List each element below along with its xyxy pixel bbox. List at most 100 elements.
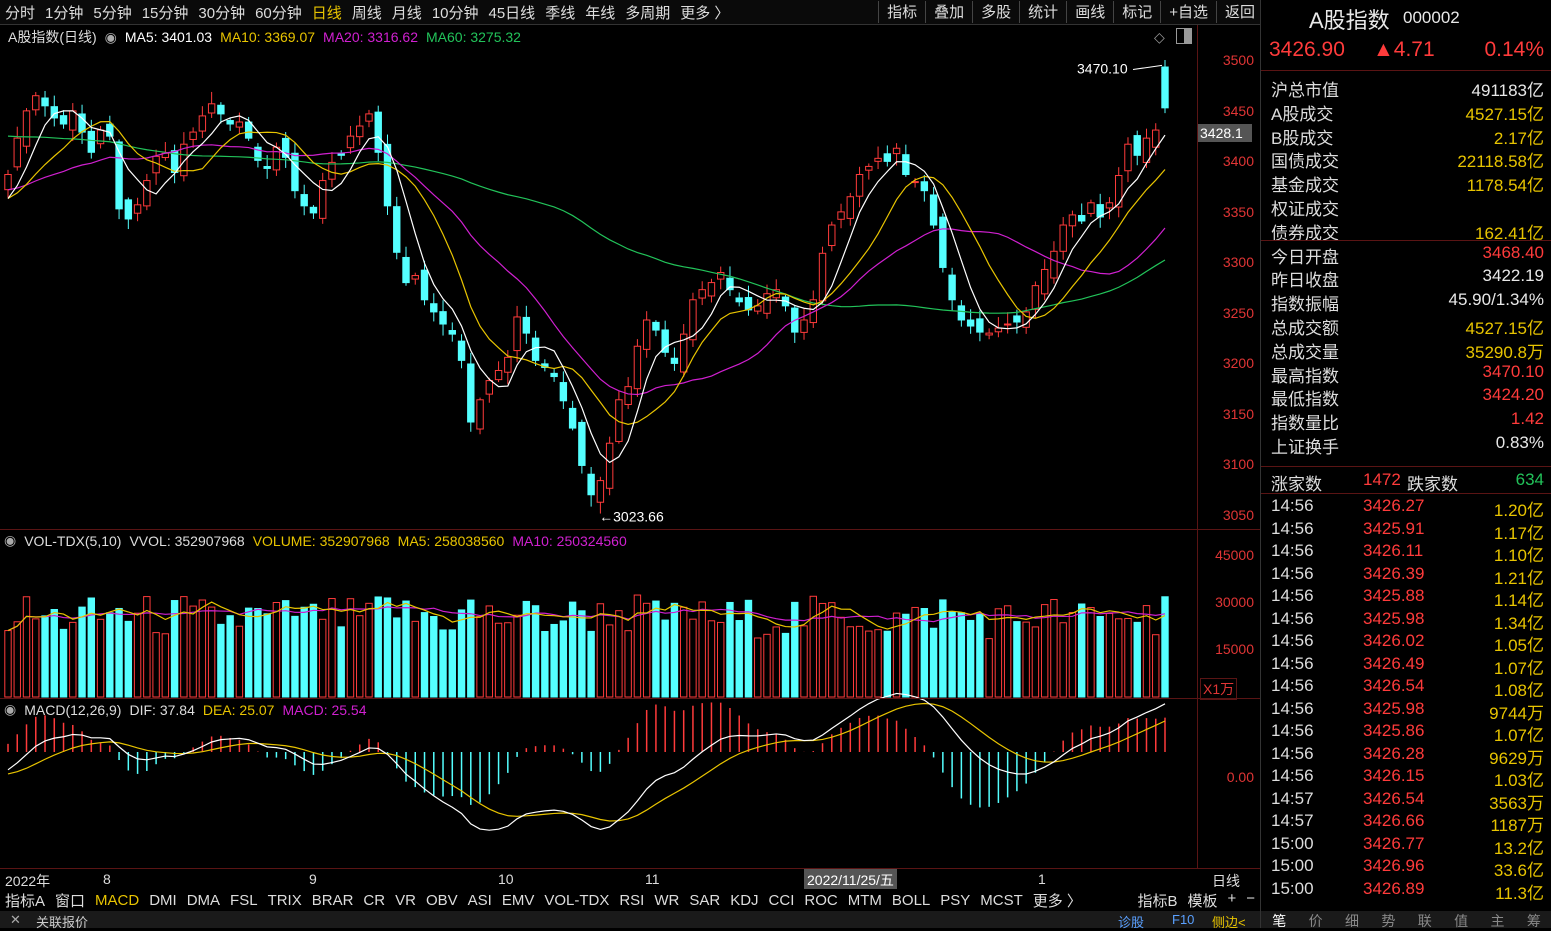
tick-price: 3426.96	[1363, 856, 1425, 875]
indicator-tab[interactable]: PSY	[940, 891, 971, 909]
volume-bar	[707, 620, 716, 698]
indicator-tab[interactable]: SAR	[689, 891, 721, 909]
quote-tab[interactable]: 筹	[1526, 913, 1541, 929]
indicator-tab[interactable]: CR	[363, 891, 386, 909]
tick-volume: 1.14亿	[1493, 591, 1544, 610]
legend-toggle-icon[interactable]: ◉	[4, 532, 17, 548]
volume-bar	[226, 615, 234, 698]
linked-quote-label[interactable]: 关联报价	[36, 915, 89, 930]
f10-link[interactable]: F10	[1172, 912, 1195, 927]
volume-bar	[235, 625, 244, 698]
period-tab[interactable]: 月线	[391, 4, 422, 22]
legend-toggle-icon[interactable]: ◉	[104, 28, 117, 45]
quote-stat-row: 最高指数 3470.10	[1261, 362, 1551, 386]
quote-stat-row: 最低指数 3424.20	[1261, 385, 1551, 409]
toolbar-button[interactable]: 多股	[981, 4, 1012, 21]
indicator-tab[interactable]: CCI	[768, 891, 795, 909]
indicator-tab[interactable]: EMV	[501, 891, 535, 909]
indicator-tab[interactable]: OBV	[425, 891, 458, 909]
period-tab[interactable]: 45日线	[488, 4, 536, 22]
indicator-tab[interactable]: ROC	[804, 891, 838, 909]
toolbar-button[interactable]: 画线	[1075, 4, 1106, 21]
indicator-group-tab[interactable]: 指标A	[5, 892, 46, 910]
period-tab[interactable]: 60分钟	[255, 4, 302, 22]
indicator-tab[interactable]: MACD	[95, 891, 140, 909]
status-bar: ✕ 关联报价 诊股 F10 侧边<	[0, 911, 1551, 930]
indicator-tab[interactable]: KDJ	[730, 891, 759, 909]
toolbar-button[interactable]: 返回	[1224, 4, 1255, 21]
volume-bar	[254, 608, 262, 698]
panel-toggle-icon[interactable]	[1176, 28, 1192, 44]
quote-tab[interactable]: 联	[1417, 913, 1432, 929]
period-tab[interactable]: 更多 〉	[680, 4, 730, 22]
indicator-tool-button[interactable]: −	[1246, 889, 1255, 907]
candle-body	[1096, 204, 1104, 218]
stat-value: 3470.10	[1482, 361, 1544, 381]
period-tab[interactable]: 30分钟	[198, 4, 246, 22]
stat-value: 0.83%	[1495, 433, 1544, 452]
vol-ma5-value: MA5: 258038560	[397, 532, 505, 549]
stat-label: 今日开盘	[1271, 247, 1339, 267]
period-tab[interactable]: 周线	[351, 4, 382, 22]
quote-tab[interactable]: 势	[1381, 913, 1396, 929]
toolbar-button[interactable]: 统计	[1028, 4, 1059, 21]
period-tab[interactable]: 年线	[585, 4, 616, 22]
stat-label: 最低指数	[1271, 390, 1339, 410]
legend-toggle-icon[interactable]: ◉	[4, 701, 17, 717]
candle-body	[1105, 202, 1114, 209]
period-tab[interactable]: 日线	[311, 4, 342, 22]
volume-bar	[1087, 607, 1095, 698]
indicator-tool-button[interactable]: 模板	[1187, 892, 1218, 910]
indicator-tool-button[interactable]: +	[1227, 889, 1237, 907]
toolbar-button[interactable]: +自选	[1169, 4, 1208, 21]
period-tab[interactable]: 多周期	[625, 4, 671, 22]
diamond-icon[interactable]: ◇	[1154, 29, 1165, 45]
period-tab[interactable]: 10分钟	[431, 4, 479, 22]
sidebar-toggle[interactable]: 侧边<	[1212, 915, 1246, 930]
period-tab[interactable]: 1分钟	[45, 4, 84, 22]
tick-time: 14:56	[1271, 608, 1314, 628]
indicator-tab[interactable]: MTM	[847, 891, 882, 909]
indicator-tab[interactable]: TRIX	[267, 891, 302, 909]
tick-time: 14:56	[1271, 766, 1314, 785]
indicator-tab[interactable]: 更多 〉	[1032, 892, 1082, 910]
period-tab[interactable]: 5分钟	[93, 4, 132, 22]
volume-bar	[263, 613, 271, 698]
indicator-tab[interactable]: ASI	[467, 891, 492, 909]
quote-tab[interactable]: 细	[1344, 913, 1359, 929]
indicator-group-tab[interactable]: 窗口	[55, 892, 86, 910]
indicator-tab[interactable]: DMI	[149, 891, 177, 909]
indicator-tabbar: 指标A 窗口 MACD DMI DMA FSL TRIX BRAR CR VR OBV ASI EMV V…	[0, 889, 1260, 911]
quote-tab[interactable]: 值	[1454, 913, 1469, 929]
volume-bar	[735, 620, 743, 698]
tick-row: 14:57 3426.54 3563万	[1261, 789, 1551, 813]
price-tick: 3400	[1222, 153, 1254, 170]
period-tab[interactable]: 15分钟	[141, 4, 189, 22]
indicator-tab[interactable]: RSI	[619, 891, 645, 909]
indicator-tab[interactable]: VOL-TDX	[544, 891, 610, 909]
quote-tab[interactable]: 主	[1490, 913, 1505, 929]
toolbar-button[interactable]: 指标	[887, 4, 918, 21]
indicator-tab[interactable]: WR	[654, 891, 680, 909]
toolbar-button[interactable]: 标记	[1122, 4, 1153, 21]
volume-bar	[467, 599, 475, 698]
indicator-tab[interactable]: DMA	[186, 891, 221, 909]
tick-time: 14:56	[1271, 496, 1314, 515]
indicator-tab[interactable]: BOLL	[891, 891, 931, 909]
candle-body	[281, 137, 290, 158]
indicator-tool-button[interactable]: 指标B	[1137, 892, 1178, 910]
period-tab[interactable]: 分时	[5, 4, 36, 22]
close-icon[interactable]: ✕	[10, 912, 21, 927]
quote-tab[interactable]: 价	[1308, 913, 1323, 929]
period-tab[interactable]: 季线	[545, 4, 576, 22]
kline-chart[interactable]: 3470.10 ←3023.66	[0, 25, 1197, 868]
indicator-tab[interactable]: BRAR	[311, 891, 354, 909]
indicator-tab[interactable]: FSL	[230, 891, 258, 909]
candle-body	[300, 194, 308, 207]
indicator-tab[interactable]: MCST	[980, 891, 1023, 909]
macd-zero-tick: 0.00	[1226, 769, 1254, 785]
quote-tab[interactable]: 笔	[1272, 913, 1287, 929]
indicator-tab[interactable]: VR	[395, 891, 416, 909]
diagnose-link[interactable]: 诊股	[1118, 915, 1145, 930]
toolbar-button[interactable]: 叠加	[934, 4, 965, 21]
